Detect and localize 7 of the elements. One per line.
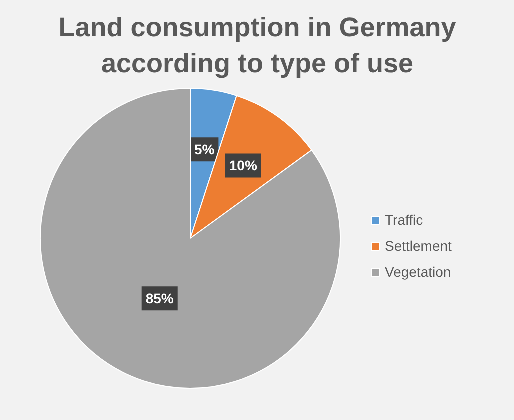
data-label: 85% xyxy=(146,290,174,307)
data-label: 10% xyxy=(229,158,258,174)
legend-label: Settlement xyxy=(385,238,452,254)
data-label: 5% xyxy=(194,142,216,158)
legend-label: Traffic xyxy=(385,212,424,228)
chart-title: Land consumption in Germany according to type of use xyxy=(58,12,456,78)
legend-label: Vegetation xyxy=(385,264,452,280)
